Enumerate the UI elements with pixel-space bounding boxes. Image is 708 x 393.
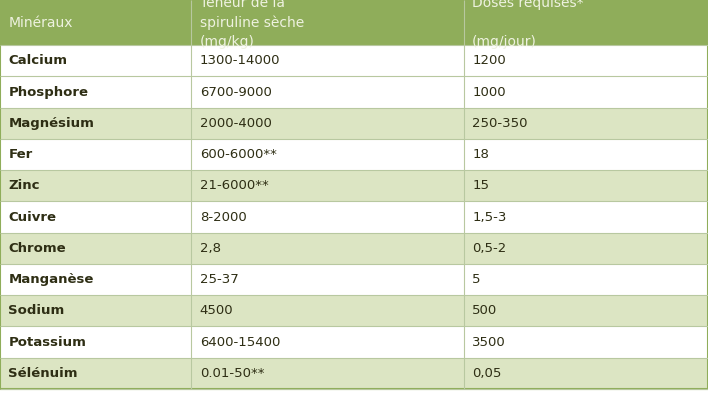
- Text: Zinc: Zinc: [8, 179, 40, 192]
- Text: Manganèse: Manganèse: [8, 273, 94, 286]
- Text: 4500: 4500: [200, 304, 233, 317]
- Text: Fer: Fer: [8, 148, 33, 161]
- Text: 18: 18: [472, 148, 489, 161]
- Text: 1300-14000: 1300-14000: [200, 54, 280, 67]
- Text: 1000: 1000: [472, 86, 506, 99]
- Text: 15: 15: [472, 179, 489, 192]
- Bar: [191, 358, 464, 389]
- Text: 0.01-50**: 0.01-50**: [200, 367, 264, 380]
- Bar: [464, 108, 708, 139]
- Text: Phosphore: Phosphore: [8, 86, 88, 99]
- Bar: [0, 201, 191, 233]
- Bar: [191, 233, 464, 264]
- Bar: [0, 76, 191, 108]
- Bar: [464, 45, 708, 76]
- Bar: [464, 76, 708, 108]
- Text: 2,8: 2,8: [200, 242, 221, 255]
- Bar: [464, 358, 708, 389]
- Text: Cuivre: Cuivre: [8, 211, 57, 224]
- Text: 3500: 3500: [472, 336, 506, 349]
- Bar: [464, 0, 708, 45]
- Text: 250-350: 250-350: [472, 117, 527, 130]
- Bar: [0, 0, 191, 45]
- Bar: [464, 170, 708, 201]
- Text: 2000-4000: 2000-4000: [200, 117, 272, 130]
- Bar: [464, 326, 708, 358]
- Text: Sélénuim: Sélénuim: [8, 367, 78, 380]
- Bar: [191, 0, 464, 45]
- Bar: [0, 295, 191, 326]
- Bar: [191, 76, 464, 108]
- Text: 21-6000**: 21-6000**: [200, 179, 268, 192]
- Bar: [191, 139, 464, 170]
- Text: Magnésium: Magnésium: [8, 117, 94, 130]
- Text: 0,05: 0,05: [472, 367, 501, 380]
- Bar: [191, 295, 464, 326]
- Bar: [0, 170, 191, 201]
- Bar: [191, 45, 464, 76]
- Bar: [464, 139, 708, 170]
- Text: Minéraux: Minéraux: [8, 16, 73, 29]
- Bar: [0, 358, 191, 389]
- Bar: [0, 326, 191, 358]
- Text: Calcium: Calcium: [8, 54, 67, 67]
- Text: Sodium: Sodium: [8, 304, 64, 317]
- Bar: [464, 201, 708, 233]
- Text: Doses requises*

(mg/jour): Doses requises* (mg/jour): [472, 0, 584, 49]
- Text: 1200: 1200: [472, 54, 506, 67]
- Bar: [191, 201, 464, 233]
- Text: 1,5-3: 1,5-3: [472, 211, 507, 224]
- Bar: [0, 264, 191, 295]
- Bar: [191, 108, 464, 139]
- Bar: [191, 170, 464, 201]
- Bar: [191, 264, 464, 295]
- Text: Teneur de la
spiruline sèche
(mg/kg): Teneur de la spiruline sèche (mg/kg): [200, 0, 304, 50]
- Bar: [0, 139, 191, 170]
- Text: Chrome: Chrome: [8, 242, 66, 255]
- Text: 5: 5: [472, 273, 481, 286]
- Text: Potassium: Potassium: [8, 336, 86, 349]
- Bar: [0, 45, 191, 76]
- Bar: [0, 108, 191, 139]
- Text: 25-37: 25-37: [200, 273, 239, 286]
- Bar: [0, 233, 191, 264]
- Text: 600-6000**: 600-6000**: [200, 148, 277, 161]
- Bar: [464, 264, 708, 295]
- Text: 6700-9000: 6700-9000: [200, 86, 272, 99]
- Text: 8-2000: 8-2000: [200, 211, 246, 224]
- Text: 500: 500: [472, 304, 498, 317]
- Bar: [464, 295, 708, 326]
- Text: 0,5-2: 0,5-2: [472, 242, 506, 255]
- Bar: [464, 233, 708, 264]
- Text: 6400-15400: 6400-15400: [200, 336, 280, 349]
- Bar: [191, 326, 464, 358]
